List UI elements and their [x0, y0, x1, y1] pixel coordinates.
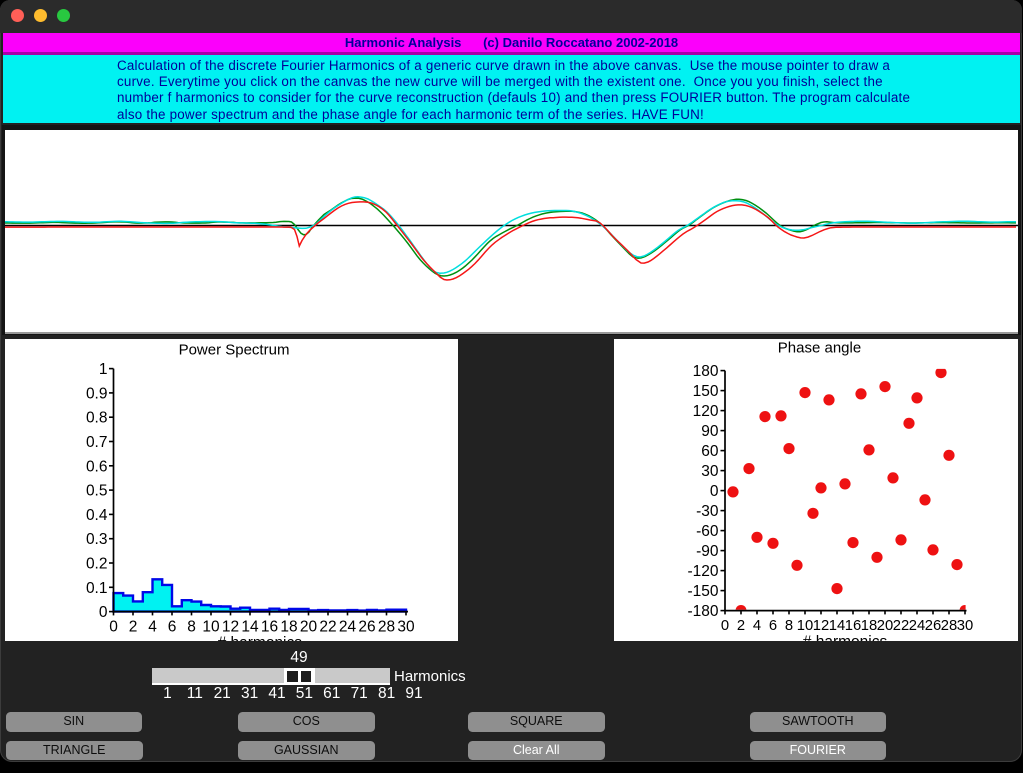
svg-text:26: 26 — [925, 618, 941, 634]
svg-text:28: 28 — [378, 619, 395, 636]
svg-text:8: 8 — [187, 619, 196, 636]
svg-text:120: 120 — [693, 403, 719, 420]
svg-text:12: 12 — [222, 619, 239, 636]
svg-text:12: 12 — [813, 618, 829, 634]
svg-text:Phase angle: Phase angle — [778, 340, 861, 357]
svg-text:0.6: 0.6 — [86, 459, 108, 476]
svg-text:26: 26 — [358, 619, 375, 636]
svg-text:6: 6 — [769, 618, 777, 634]
svg-text:0.7: 0.7 — [86, 434, 108, 451]
svg-text:2: 2 — [129, 619, 138, 636]
svg-text:0.3: 0.3 — [86, 532, 108, 549]
svg-text:16: 16 — [845, 618, 861, 634]
svg-text:-150: -150 — [687, 583, 718, 600]
svg-text:-180: -180 — [687, 603, 718, 620]
svg-text:22: 22 — [893, 618, 909, 634]
svg-text:0: 0 — [109, 619, 118, 636]
svg-text:-30: -30 — [696, 503, 719, 520]
svg-text:4: 4 — [148, 619, 157, 636]
svg-text:20: 20 — [300, 619, 318, 636]
svg-text:# harmonics: # harmonics — [218, 635, 303, 641]
svg-text:30: 30 — [701, 463, 719, 480]
svg-text:22: 22 — [319, 619, 336, 636]
svg-text:28: 28 — [941, 618, 957, 634]
svg-text:-90: -90 — [696, 543, 719, 560]
svg-text:24: 24 — [909, 618, 925, 634]
svg-text:10: 10 — [797, 618, 813, 634]
svg-text:150: 150 — [693, 383, 719, 400]
svg-text:0.8: 0.8 — [86, 410, 108, 427]
svg-text:8: 8 — [785, 618, 793, 634]
svg-text:-120: -120 — [687, 563, 718, 580]
svg-text:30: 30 — [957, 618, 973, 634]
svg-text:0: 0 — [99, 604, 108, 621]
svg-text:0.2: 0.2 — [86, 556, 108, 573]
svg-text:60: 60 — [701, 443, 719, 460]
svg-text:# harmonics: # harmonics — [803, 634, 888, 641]
svg-text:18: 18 — [861, 618, 877, 634]
svg-text:180: 180 — [693, 363, 719, 380]
svg-text:Power Spectrum: Power Spectrum — [179, 342, 290, 359]
svg-text:2: 2 — [737, 618, 745, 634]
svg-text:4: 4 — [753, 618, 761, 634]
svg-text:30: 30 — [397, 619, 415, 636]
svg-text:14: 14 — [829, 618, 845, 634]
svg-text:0: 0 — [721, 618, 729, 634]
svg-text:20: 20 — [877, 618, 893, 634]
svg-text:0.4: 0.4 — [86, 507, 108, 524]
svg-text:-60: -60 — [696, 523, 719, 540]
svg-text:0.1: 0.1 — [86, 580, 108, 597]
svg-text:10: 10 — [202, 619, 220, 636]
svg-text:16: 16 — [261, 619, 278, 636]
svg-text:0: 0 — [710, 483, 719, 500]
svg-text:90: 90 — [701, 423, 719, 440]
svg-text:0.5: 0.5 — [86, 483, 108, 500]
svg-text:1: 1 — [99, 361, 108, 378]
svg-text:14: 14 — [241, 619, 259, 636]
svg-text:24: 24 — [339, 619, 357, 636]
svg-text:18: 18 — [280, 619, 297, 636]
svg-text:0.9: 0.9 — [86, 386, 108, 403]
svg-text:6: 6 — [168, 619, 177, 636]
